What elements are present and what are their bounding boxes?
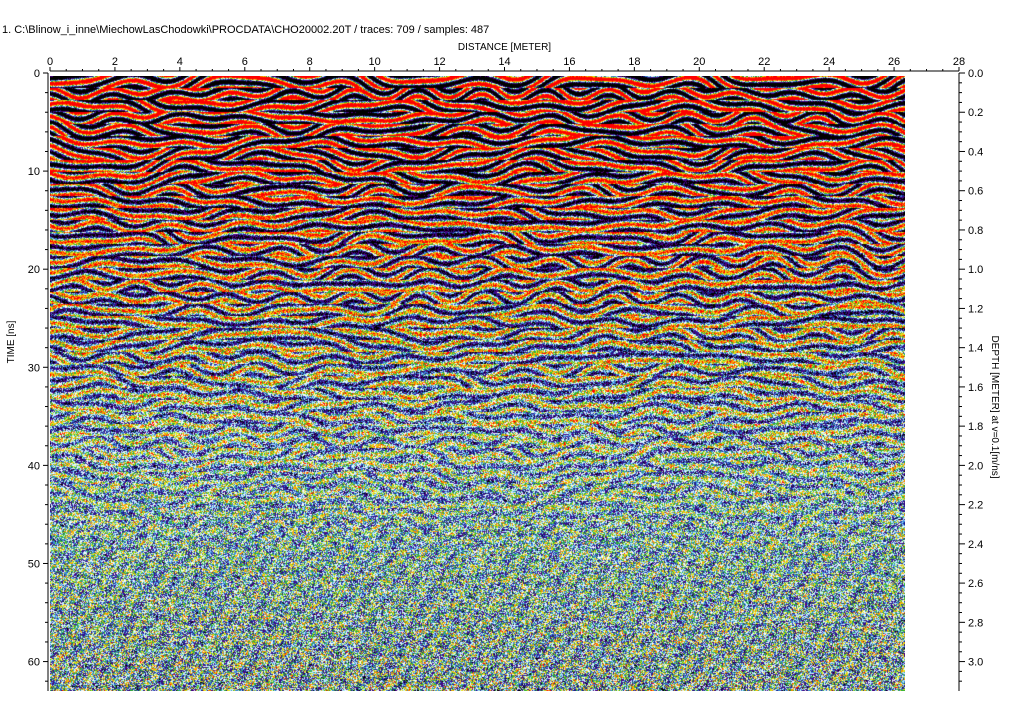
depth-tick-label: 2.6 <box>968 578 983 590</box>
depth-tick-label: 2.2 <box>968 500 983 512</box>
distance-tick-label: 16 <box>563 56 575 68</box>
depth-tick-label: 2.8 <box>968 617 983 629</box>
time-axis: 0 10 20 30 40 50 60 <box>28 68 49 691</box>
time-axis-label: TIME [ns] <box>6 320 17 363</box>
time-tick-label: 20 <box>28 264 40 276</box>
distance-axis-label: DISTANCE [METER] <box>458 42 551 53</box>
distance-tick-label: 28 <box>953 56 965 68</box>
distance-tick-label: 6 <box>242 56 248 68</box>
depth-tick-label: 2.0 <box>968 460 983 472</box>
depth-tick-label: 1.8 <box>968 421 983 433</box>
distance-tick-label: 22 <box>758 56 770 68</box>
distance-tick-label: 10 <box>369 56 381 68</box>
depth-tick-label: 0.4 <box>968 146 983 158</box>
distance-tick-label: 14 <box>498 56 510 68</box>
time-tick-label: 0 <box>34 68 40 80</box>
depth-tick-label: 1.2 <box>968 303 983 315</box>
distance-tick-label: 4 <box>177 56 183 68</box>
depth-tick-label: 1.0 <box>968 264 983 276</box>
distance-tick-label: 8 <box>307 56 313 68</box>
depth-tick-label: 1.4 <box>968 343 983 355</box>
depth-tick-label: 0.8 <box>968 225 983 237</box>
file-info-title: 1. C:\Blinow_i_inne\MiechowLasChodowki\P… <box>2 24 490 36</box>
depth-tick-label: 1.6 <box>968 382 983 394</box>
time-tick-label: 10 <box>28 166 40 178</box>
depth-tick-label: 0.6 <box>968 186 983 198</box>
depth-axis: 0.0 0.2 0.4 0.6 0.8 1.0 1.2 1.4 1.6 1.8 2.0 2.2 2.4 2… <box>958 68 983 691</box>
depth-tick-label: 3.0 <box>968 657 983 669</box>
distance-axis: 0 2 4 6 8 10 12 14 16 18 20 22 24 26 28 <box>47 56 965 72</box>
depth-axis-label: DEPTH [METER] at v=0.1[m/ns] <box>989 335 1000 478</box>
distance-tick-label: 24 <box>823 56 835 68</box>
distance-tick-label: 2 <box>112 56 118 68</box>
distance-tick-label: 12 <box>433 56 445 68</box>
distance-tick-label: 18 <box>628 56 640 68</box>
distance-tick-label: 26 <box>888 56 900 68</box>
time-tick-label: 60 <box>28 657 40 669</box>
time-tick-label: 40 <box>28 460 40 472</box>
radargram-image <box>50 76 905 691</box>
distance-tick-label: 20 <box>693 56 705 68</box>
time-tick-label: 30 <box>28 362 40 374</box>
time-tick-label: 50 <box>28 558 40 570</box>
depth-tick-label: 0.2 <box>968 107 983 119</box>
depth-tick-label: 2.4 <box>968 539 983 551</box>
depth-tick-label: 0.0 <box>968 68 983 80</box>
distance-tick-label: 0 <box>47 56 53 68</box>
